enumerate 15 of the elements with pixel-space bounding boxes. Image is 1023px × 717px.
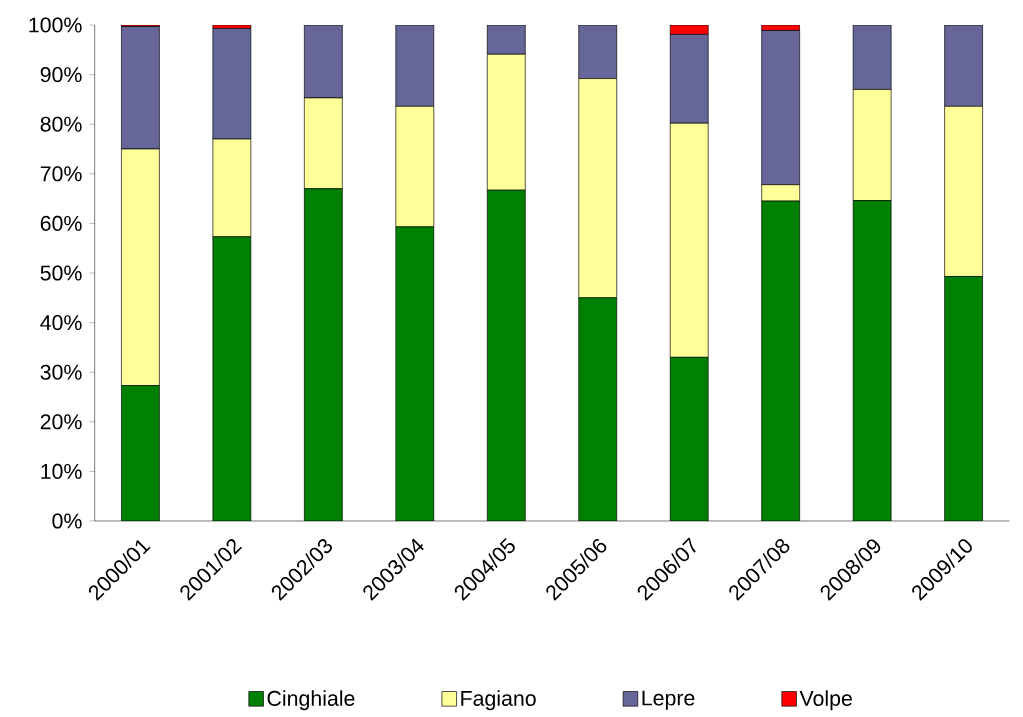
y-tick-label: 80% (40, 116, 82, 132)
y-tick-label: 10% (41, 463, 82, 479)
legend-label: Lepre (642, 690, 695, 710)
y-tick-label: 100% (29, 17, 82, 33)
y-tick-label: 20% (40, 414, 82, 430)
y-tick-label: 70% (40, 166, 82, 182)
legend-label: Fagiano (461, 690, 536, 711)
y-tick-label: 0% (52, 513, 82, 529)
y-tick-label: 50% (40, 265, 82, 281)
legend-label: Volpe (799, 690, 852, 711)
y-tick-label: 30% (40, 364, 82, 380)
y-tick-label: 40% (40, 315, 82, 331)
y-tick-label: 90% (40, 67, 82, 83)
legend-label: Cinghiale (267, 690, 355, 711)
y-tick-label: 60% (40, 215, 82, 231)
